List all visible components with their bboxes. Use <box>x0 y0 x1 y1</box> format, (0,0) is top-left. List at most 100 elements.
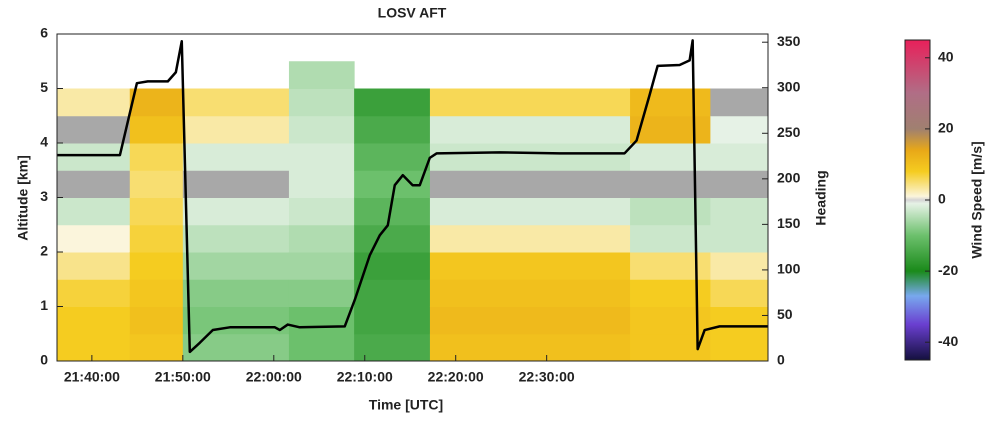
heatmap-cell <box>183 307 290 335</box>
y2-tick-label: 200 <box>777 170 801 186</box>
heatmap-cell <box>289 252 355 280</box>
heatmap-cell <box>710 143 768 171</box>
colorbar-tick-label: 0 <box>938 191 946 207</box>
heatmap-cell <box>630 89 711 117</box>
heatmap-cell <box>130 89 184 117</box>
chart-title: LOSV AFT <box>378 5 447 21</box>
heatmap-cell <box>710 198 768 226</box>
colorbar-tick-label: 40 <box>938 48 954 64</box>
heatmap-cell <box>289 143 355 171</box>
y2-tick-label: 300 <box>777 78 801 94</box>
heatmap-cell <box>430 307 631 335</box>
heatmap-cell <box>57 334 130 362</box>
heatmap-cell <box>57 170 130 198</box>
x-tick-label: 22:10:00 <box>337 369 393 385</box>
colorbar-label: Wind Speed [m/s] <box>969 141 985 258</box>
heatmap-cell <box>183 170 290 198</box>
heatmap-cell <box>289 334 355 362</box>
y2-tick-label: 0 <box>777 352 785 368</box>
heatmap-cell <box>630 307 711 335</box>
heatmap-cell <box>183 89 290 117</box>
heatmap-cell <box>183 252 290 280</box>
y2-tick-label: 150 <box>777 215 801 231</box>
heatmap-cell <box>710 252 768 280</box>
heatmap-cell <box>183 198 290 226</box>
heatmap-cell <box>430 279 631 307</box>
y2-tick-label: 100 <box>777 261 801 277</box>
x-axis-label: Time [UTC] <box>369 397 443 413</box>
heatmap-cell <box>183 279 290 307</box>
heatmap-cell <box>289 89 355 117</box>
x-tick-label: 21:50:00 <box>155 369 211 385</box>
heatmap-cell <box>630 143 711 171</box>
heatmap-cell <box>710 225 768 253</box>
heatmap-cell <box>430 225 631 253</box>
heatmap-cell <box>430 116 631 144</box>
heatmap-cell <box>183 143 290 171</box>
heatmap-cell <box>183 225 290 253</box>
heatmap-cell <box>57 279 130 307</box>
heatmap-cell <box>710 334 768 362</box>
y-tick-label: 0 <box>40 352 48 368</box>
heatmap-cell <box>430 89 631 117</box>
heatmap-cell <box>130 279 184 307</box>
colorbar-tick-label: -40 <box>938 333 958 349</box>
x-tick-label: 22:00:00 <box>246 369 302 385</box>
heatmap-cell <box>130 334 184 362</box>
heatmap-cell <box>354 334 430 362</box>
y2-tick-label: 50 <box>777 306 793 322</box>
heatmap-cell <box>130 252 184 280</box>
heatmap-cell <box>130 198 184 226</box>
colorbar-tick-label: 20 <box>938 120 954 136</box>
y-tick-label: 3 <box>40 188 48 204</box>
heatmap-cell <box>130 143 184 171</box>
y-tick-label: 6 <box>40 25 48 41</box>
heatmap-cell <box>130 170 184 198</box>
x-tick-label: 22:20:00 <box>428 369 484 385</box>
heatmap-cell <box>57 116 130 144</box>
heatmap-cell <box>630 279 711 307</box>
heatmap-cell <box>130 225 184 253</box>
heatmap-cell <box>430 170 631 198</box>
heatmap-cell <box>354 143 430 171</box>
heatmap-cell <box>630 170 711 198</box>
x-tick-label: 21:40:00 <box>64 369 120 385</box>
heatmap-cell <box>57 89 130 117</box>
heatmap-cell <box>289 198 355 226</box>
heatmap-cell <box>630 198 711 226</box>
heatmap-cell <box>57 198 130 226</box>
heatmap-cell <box>289 279 355 307</box>
heatmap-cell <box>57 252 130 280</box>
heatmap-cell <box>630 252 711 280</box>
heatmap-cell <box>710 170 768 198</box>
heatmap-cell <box>430 198 631 226</box>
heatmap-cell <box>354 225 430 253</box>
heatmap-cell <box>354 89 430 117</box>
heatmap-cell <box>354 307 430 335</box>
y2-axis-label: Heading <box>813 170 829 225</box>
y2-tick-label: 250 <box>777 124 801 140</box>
y-tick-label: 2 <box>40 243 48 259</box>
colorbar-tick-label: -20 <box>938 262 958 278</box>
heatmap-cell <box>57 225 130 253</box>
heatmap-cell <box>630 225 711 253</box>
heatmap-cell <box>710 307 768 335</box>
y-axis-label: Altitude [km] <box>15 155 31 241</box>
heatmap-cell <box>354 116 430 144</box>
y2-tick-label: 350 <box>777 33 801 49</box>
y-tick-label: 1 <box>40 297 48 313</box>
y-tick-label: 5 <box>40 79 48 95</box>
heatmap-cell <box>354 279 430 307</box>
heatmap-cell <box>430 252 631 280</box>
heatmap-cell <box>289 116 355 144</box>
heatmap-cell <box>289 225 355 253</box>
heatmap-cell <box>130 116 184 144</box>
heatmap-cell <box>289 307 355 335</box>
heatmap-cell <box>57 307 130 335</box>
heatmap-cell <box>289 170 355 198</box>
heatmap-cell <box>710 116 768 144</box>
heatmap-cell <box>183 116 290 144</box>
heatmap-cell <box>430 143 631 171</box>
heatmap-cell <box>430 334 631 362</box>
